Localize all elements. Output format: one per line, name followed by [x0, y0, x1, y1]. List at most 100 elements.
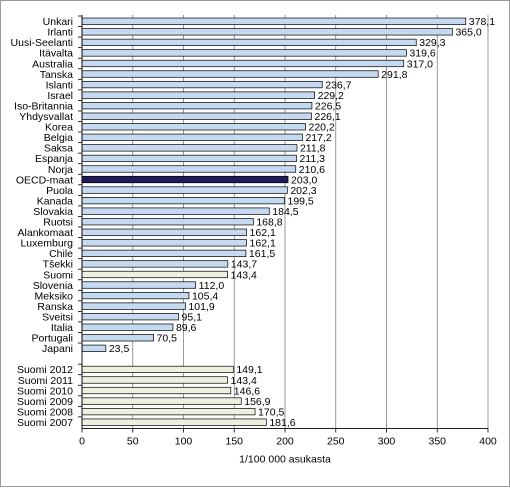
category-label: Slovenia — [33, 280, 73, 292]
x-tick-label: 200 — [276, 435, 294, 447]
value-label: 181,6 — [269, 417, 295, 429]
x-tick-label: 250 — [327, 435, 345, 447]
category-label: Luxemburg — [20, 238, 73, 250]
category-label: Islanti — [46, 79, 73, 91]
category-label: Kanada — [37, 195, 73, 207]
value-label: 226,5 — [315, 100, 341, 112]
category-label: Saksa — [44, 143, 73, 155]
value-label: 211,8 — [300, 143, 326, 155]
bar-suomi-2007 — [81, 418, 267, 426]
bar-suomi-2008 — [81, 408, 256, 416]
value-label: 162,1 — [250, 227, 276, 239]
bar-puola — [81, 186, 288, 194]
bar-chile — [81, 249, 247, 257]
value-label: 202,3 — [290, 185, 316, 197]
value-label: 217,2 — [305, 132, 331, 144]
category-label: Suomi 2009 — [17, 396, 73, 408]
category-label: Korea — [45, 122, 73, 134]
category-label: Yhdysvallat — [19, 111, 73, 123]
category-label: Ruotsi — [43, 217, 73, 229]
bar-suomi-2011 — [81, 376, 228, 384]
category-label: Itävalta — [39, 48, 73, 60]
x-tick-label: 100 — [175, 435, 193, 447]
category-label: Suomi — [43, 269, 73, 281]
bar-oecd-maat — [81, 175, 289, 184]
bar-norja — [81, 165, 297, 173]
category-label: Belgia — [44, 132, 73, 144]
category-label: Japani — [42, 343, 73, 355]
value-label: 105,4 — [192, 290, 218, 302]
value-label: 149,1 — [236, 364, 262, 376]
value-label: 162,1 — [250, 238, 276, 250]
value-label: 365,0 — [455, 27, 481, 39]
value-label: 317,0 — [407, 58, 433, 70]
x-tick-label: 300 — [378, 435, 396, 447]
bar-yhdysvallat — [81, 112, 312, 120]
bar-ranska — [81, 302, 186, 310]
bar-alankomaat — [81, 228, 247, 236]
bar-ruotsi — [81, 218, 254, 226]
x-tick-labels: 0 50 100 150 200 250 300 350 400 — [79, 435, 497, 447]
value-label: 161,5 — [249, 248, 275, 260]
value-label: 156,9 — [244, 396, 270, 408]
bar-islanti — [81, 80, 323, 89]
bar-suomi-2010 — [81, 386, 232, 395]
category-label: Ranska — [37, 301, 73, 313]
bar-suomi-2009 — [81, 397, 242, 405]
bar-korea — [81, 123, 306, 131]
category-label: Suomi 2008 — [17, 406, 73, 418]
value-label: 23,5 — [109, 343, 130, 355]
value-label: 378,1 — [469, 16, 495, 28]
category-label: Portugali — [32, 333, 73, 345]
value-label: 211,3 — [299, 153, 325, 165]
category-label: Alankomaat — [18, 227, 74, 239]
category-label: Chile — [49, 248, 73, 260]
x-tick-label: 50 — [127, 435, 139, 447]
bar-uusi-seelanti — [81, 38, 417, 46]
value-label: 89,6 — [176, 322, 197, 334]
value-label: 229,2 — [318, 90, 344, 102]
axes — [78, 15, 489, 433]
category-labels: UnkariIrlantiUusi-SeelantiItävaltaAustra… — [11, 16, 74, 429]
category-label: Puola — [46, 185, 73, 197]
category-label: Israel — [47, 90, 73, 102]
category-label: Slovakia — [33, 206, 73, 218]
category-label: Uusi-Seelanti — [11, 37, 73, 49]
value-label: 70,5 — [157, 333, 178, 345]
bar-tanska — [81, 70, 379, 78]
category-label: Espanja — [35, 153, 73, 165]
value-label: 101,9 — [188, 301, 214, 313]
bar-tšekki — [81, 260, 229, 268]
bar-luxemburg — [81, 239, 247, 247]
value-label: 291,8 — [381, 69, 407, 81]
bar-suomi — [81, 270, 228, 279]
value-label: 143,4 — [231, 375, 257, 387]
value-label: 146,6 — [234, 385, 260, 397]
category-label: Suomi 2010 — [17, 385, 73, 397]
category-label: Australia — [32, 58, 73, 70]
bar-slovakia — [81, 207, 270, 215]
value-label: 168,8 — [256, 217, 282, 229]
value-label: 112,0 — [199, 280, 225, 292]
category-label: Sveitsi — [42, 311, 73, 323]
bars-group — [81, 17, 467, 426]
x-tick-label: 0 — [79, 435, 85, 447]
value-label: 143,4 — [231, 269, 257, 281]
value-label: 199,5 — [287, 195, 313, 207]
bar-irlanti — [81, 28, 453, 36]
value-label: 203,0 — [291, 174, 317, 186]
value-label: 143,7 — [231, 259, 257, 271]
bar-espanja — [81, 154, 297, 163]
bar-australia — [81, 59, 405, 68]
category-label: Suomi 2007 — [17, 417, 73, 429]
category-label: Iso-Britannia — [14, 100, 73, 112]
bar-portugali — [81, 334, 154, 342]
category-label: Meksiko — [34, 290, 73, 302]
bar-slovenia — [81, 281, 197, 289]
value-label: 95,1 — [182, 311, 203, 323]
bar-saksa — [81, 144, 298, 152]
bar-kanada — [81, 197, 285, 205]
